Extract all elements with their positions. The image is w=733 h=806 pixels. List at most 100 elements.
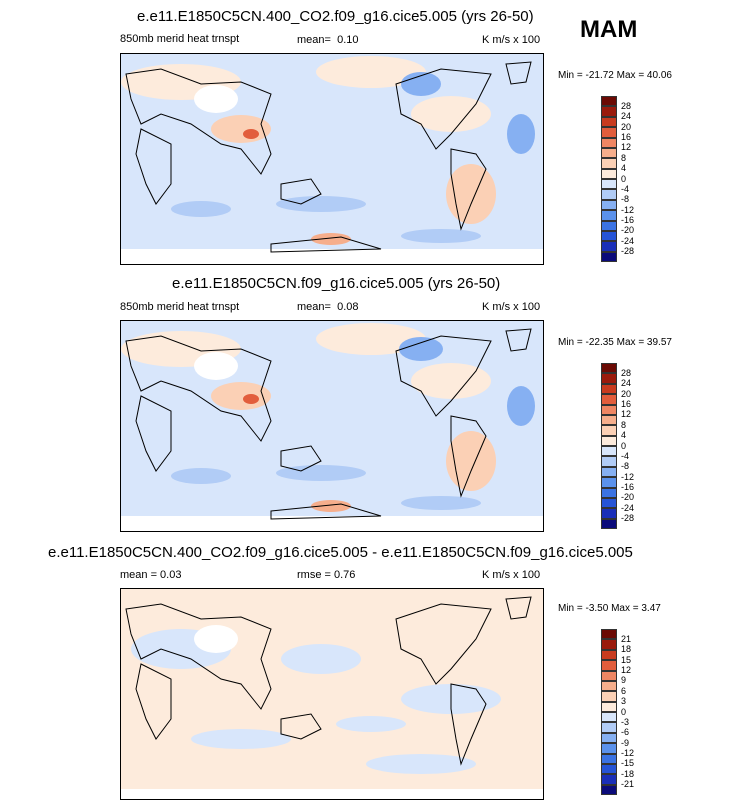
colorbar-tick-label: 21: [621, 633, 632, 644]
colorbar-tick-label: -24: [621, 235, 635, 246]
colorbar-swatch: [601, 701, 617, 712]
colorbar-swatch: [601, 732, 617, 744]
colorbar-swatch: [601, 435, 617, 446]
colorbar-swatch: [601, 425, 617, 436]
colorbar-swatch: [601, 784, 617, 795]
colorbar-swatch: [601, 649, 617, 661]
colorbar-tick-label: 0: [621, 706, 627, 717]
colorbar-tick-label: -8: [621, 461, 630, 472]
colorbar-swatch: [601, 660, 617, 671]
panel1-mean-label: mean=: [297, 34, 331, 46]
colorbar-tick-label: 12: [621, 665, 632, 675]
colorbar-tick-label: -16: [621, 215, 635, 225]
colorbar-swatch: [601, 446, 617, 457]
colorbar-swatch: [601, 670, 617, 681]
colorbar-swatch: [601, 394, 617, 405]
colorbar-swatch: [601, 127, 617, 138]
colorbar-tick-label: -4: [621, 450, 630, 461]
colorbar-tick-label: 3: [621, 696, 627, 707]
panel1-minmax: Min = -21.72 Max = 40.06: [558, 70, 672, 81]
panel2-units: K m/s x 100: [482, 301, 541, 313]
colorbar-swatch: [601, 477, 617, 488]
colorbar-swatch: [601, 722, 617, 733]
panel2-colorbar: 28 24 20 16 12 8 4 0 -4 -8 -12 -16 -20 -24 -28: [601, 363, 634, 529]
panel3-mean: mean = 0.03: [120, 569, 182, 581]
colorbar-swatch: [601, 137, 617, 148]
colorbar-tick-label: -4: [621, 183, 630, 194]
panel3-colorbar: 21 18 15 12 9 6 3 0 -3 -6 -9 -12 -15 -18 -21: [601, 629, 634, 795]
colorbar-tick-label: -12: [621, 471, 635, 482]
colorbar-swatch: [601, 518, 617, 529]
colorbar-tick-label: -6: [621, 727, 630, 738]
colorbar-swatch: [601, 414, 617, 426]
colorbar-tick-label: 0: [621, 440, 627, 451]
colorbar-tick-label: 8: [621, 152, 627, 163]
colorbar-tick-label: 9: [621, 675, 627, 686]
panel2-minmax: Min = -22.35 Max = 39.57: [558, 337, 672, 348]
colorbar-tick-label: 20: [621, 121, 632, 132]
colorbar-tick-label: 12: [621, 409, 632, 420]
panel1-title: e.e11.E1850C5CN.400_CO2.f09_g16.cice5.00…: [137, 8, 534, 25]
colorbar-tick-label: -28: [621, 513, 635, 524]
colorbar-swatch: [601, 680, 617, 692]
colorbar-tick-label: 12: [621, 142, 632, 153]
colorbar-swatch: [601, 712, 617, 723]
colorbar-tick-label: 16: [621, 399, 632, 409]
colorbar-swatch: [601, 466, 617, 478]
colorbar-swatch: [601, 383, 617, 395]
panel3-rmse: rmse = 0.76: [297, 569, 356, 581]
colorbar-swatch: [601, 508, 617, 519]
colorbar-tick-label: -3: [621, 716, 630, 727]
colorbar-tick-label: -18: [621, 768, 635, 779]
colorbar-swatch: [601, 639, 617, 650]
colorbar-tick-label: -8: [621, 194, 630, 205]
colorbar-tick-label: 18: [621, 644, 632, 655]
colorbar-tick-label: 4: [621, 163, 627, 174]
colorbar-swatch: [601, 241, 617, 252]
colorbar-swatch: [601, 456, 617, 467]
colorbar-swatch: [601, 199, 617, 211]
colorbar-swatch: [601, 753, 617, 764]
colorbar-swatch: [601, 743, 617, 754]
colorbar-swatch: [601, 487, 617, 498]
panel2-map-svg: [121, 321, 543, 531]
colorbar-tick-label: 28: [621, 100, 632, 111]
panel1-units: K m/s x 100: [482, 34, 541, 46]
colorbar-tick-label: 24: [621, 378, 632, 389]
colorbar-swatch: [601, 210, 617, 221]
colorbar-tick-label: -20: [621, 225, 635, 236]
colorbar-swatch: [601, 116, 617, 128]
season-label: MAM: [580, 16, 638, 43]
colorbar-swatch: [601, 373, 617, 384]
colorbar-swatch: [601, 179, 617, 190]
colorbar-swatch: [601, 189, 617, 200]
colorbar-swatch: [601, 691, 617, 702]
panel2-mean-value: 0.08: [337, 301, 359, 313]
panel2-field-label: 850mb merid heat trnspt: [120, 301, 240, 313]
panel1-field-label: 850mb merid heat trnspt: [120, 33, 240, 45]
panel1-map-svg: [121, 54, 543, 264]
colorbar-tick-label: 0: [621, 173, 627, 184]
colorbar-swatch: [601, 230, 617, 242]
colorbar-tick-label: -21: [621, 779, 635, 790]
colorbar-swatch: [601, 147, 617, 159]
colorbar-tick-label: -12: [621, 748, 635, 758]
panel3-title: e.e11.E1850C5CN.400_CO2.f09_g16.cice5.00…: [48, 544, 633, 561]
colorbar-tick-label: 4: [621, 430, 627, 441]
colorbar-swatch: [601, 106, 617, 117]
colorbar-tick-label: -15: [621, 758, 635, 769]
panel2-map: [120, 320, 544, 532]
colorbar-tick-label: 24: [621, 111, 632, 122]
colorbar-tick-label: 20: [621, 388, 632, 399]
colorbar-swatch: [601, 774, 617, 785]
colorbar-swatch: [601, 497, 617, 509]
colorbar-swatch: [601, 96, 617, 107]
colorbar-tick-label: 15: [621, 654, 632, 665]
colorbar-swatch: [601, 404, 617, 415]
panel1-mean-value: 0.10: [337, 34, 359, 46]
colorbar-tick-label: -24: [621, 502, 635, 513]
panel3-map-svg: [121, 589, 543, 799]
panel2-title: e.e11.E1850C5CN.f09_g16.cice5.005 (yrs 2…: [172, 275, 501, 292]
colorbar-tick-label: -9: [621, 737, 630, 748]
colorbar-swatch: [601, 363, 617, 374]
